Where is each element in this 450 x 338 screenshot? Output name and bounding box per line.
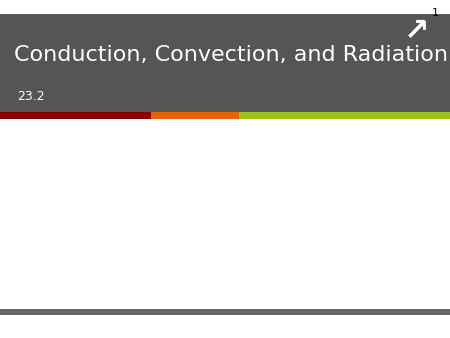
Bar (0, 112, 151, 119)
Text: ↗: ↗ (404, 17, 429, 46)
Bar (0, 14, 450, 113)
Bar (151, 112, 238, 119)
Bar (238, 112, 450, 119)
Text: Conduction, Convection, and Radiation: Conduction, Convection, and Radiation (14, 45, 447, 65)
Text: 1: 1 (432, 8, 439, 19)
Bar (0, 309, 450, 315)
Text: 23.2: 23.2 (17, 90, 45, 103)
